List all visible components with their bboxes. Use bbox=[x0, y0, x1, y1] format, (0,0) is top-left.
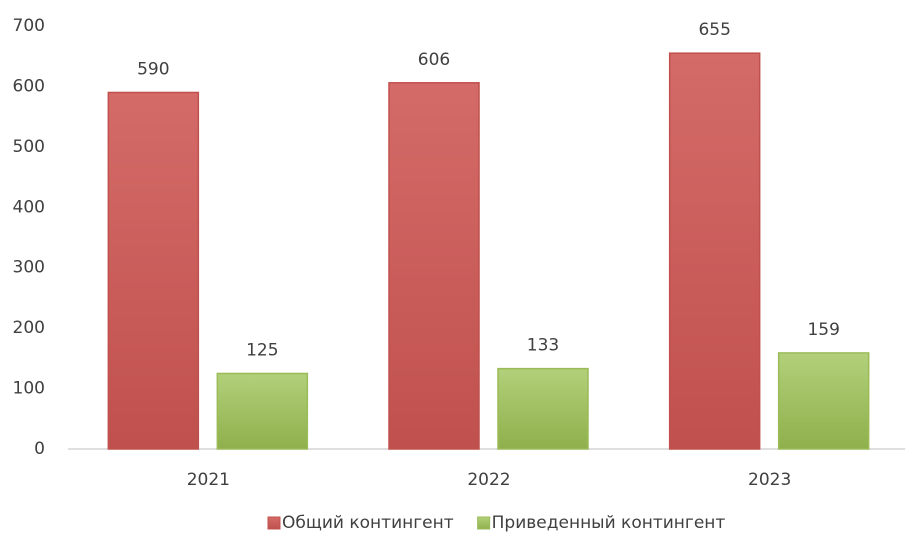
bar bbox=[388, 82, 480, 450]
legend-label: Приведенный контингент bbox=[492, 513, 726, 533]
y-tick-label: 400 bbox=[13, 197, 45, 217]
y-tick-label: 500 bbox=[13, 137, 45, 157]
y-tick-label: 600 bbox=[13, 76, 45, 96]
x-tick-label: 2023 bbox=[748, 470, 791, 490]
data-label: 655 bbox=[698, 20, 730, 40]
bar bbox=[216, 372, 309, 450]
data-label: 125 bbox=[246, 340, 278, 360]
bar bbox=[497, 367, 589, 450]
legend-swatch bbox=[267, 516, 281, 530]
data-label: 590 bbox=[137, 59, 169, 79]
x-tick-label: 2021 bbox=[187, 470, 230, 490]
y-tick-label: 0 bbox=[34, 439, 45, 459]
y-tick-label: 700 bbox=[13, 16, 45, 36]
y-tick-label: 100 bbox=[13, 379, 45, 399]
data-label: 159 bbox=[807, 320, 839, 340]
bar bbox=[107, 91, 200, 450]
y-tick-label: 300 bbox=[13, 258, 45, 278]
legend-swatch bbox=[477, 516, 491, 530]
x-tick-label: 2022 bbox=[467, 470, 510, 490]
data-label: 133 bbox=[527, 336, 559, 356]
y-tick-label: 200 bbox=[13, 318, 45, 338]
legend-label: Общий контингент bbox=[282, 513, 454, 533]
bar bbox=[668, 52, 761, 450]
data-label: 606 bbox=[418, 50, 450, 70]
bar bbox=[777, 352, 870, 450]
